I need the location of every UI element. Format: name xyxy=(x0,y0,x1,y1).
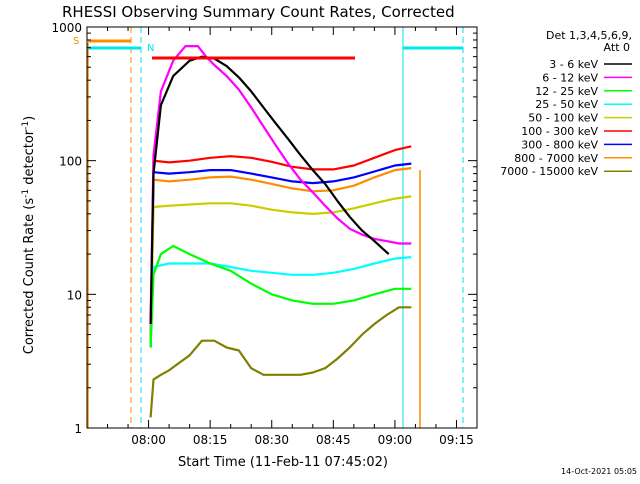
series-line-6 xyxy=(149,162,412,348)
timestamp: 14-Oct-2021 05:05 xyxy=(561,467,637,476)
series-line-2 xyxy=(149,244,412,348)
y-tick-label-2: 100 xyxy=(59,155,82,169)
event-bands xyxy=(87,27,464,428)
legend-label-3: 25 - 50 keV xyxy=(535,98,598,111)
legend-header-line-2: Att 0 xyxy=(604,41,630,54)
legend-header-line-1: Det 1,3,4,5,6,9, xyxy=(546,29,632,42)
x-tick-label-2: 08:30 xyxy=(254,433,289,447)
y-axis-label-sup1: -1 xyxy=(21,189,31,198)
legend-label-8: 7000 - 15000 keV xyxy=(500,165,598,178)
axes-group xyxy=(86,26,478,429)
x-tick-label-5: 09:15 xyxy=(439,433,474,447)
series-line-0 xyxy=(149,55,390,325)
x-axis-label: Start Time (11-Feb-11 07:45:02) xyxy=(178,455,388,470)
y-tick-label-3: 1000 xyxy=(51,21,82,35)
x-tick-label-1: 08:15 xyxy=(193,433,228,447)
series-group xyxy=(149,44,412,418)
legend-label-6: 300 - 800 keV xyxy=(521,138,598,151)
legend-label-5: 100 - 300 keV xyxy=(521,125,598,138)
y-axis-label-main: Corrected Count Rate (s xyxy=(22,198,37,355)
series-line-5 xyxy=(149,145,412,348)
x-tick-label-0: 08:00 xyxy=(131,433,166,447)
series-line-1 xyxy=(149,44,412,325)
y-tick-label-1: 10 xyxy=(67,288,82,302)
y-axis-label-end: ) xyxy=(22,116,37,121)
legend-label-4: 50 - 100 keV xyxy=(528,112,598,125)
chart-title: RHESSI Observing Summary Count Rates, Co… xyxy=(62,3,455,21)
annotation-n: N xyxy=(147,43,154,54)
legend-label-0: 3 - 6 keV xyxy=(549,58,598,71)
series-line-7 xyxy=(149,167,412,348)
y-tick-label-0: 1 xyxy=(74,422,82,436)
series-line-8 xyxy=(149,306,412,418)
annotation-s: S xyxy=(73,36,79,47)
y-axis-label: Corrected Count Rate (s-1 detector-1) xyxy=(21,116,37,354)
legend-label-7: 800 - 7000 keV xyxy=(514,152,598,165)
ticks-group: 08:00 08:15 08:30 08:45 09:00 09:15 1 10 100 1000 xyxy=(51,21,477,447)
y-axis-label-mid: detector xyxy=(22,129,37,189)
series-line-3 xyxy=(149,256,412,348)
plot-frame xyxy=(86,26,478,429)
x-tick-label-3: 08:45 xyxy=(316,433,351,447)
series-line-4 xyxy=(149,195,412,348)
y-axis-label-sup2: -1 xyxy=(21,121,31,130)
x-tick-label-4: 09:00 xyxy=(378,433,413,447)
event-bars xyxy=(88,39,463,60)
legend-label-1: 6 - 12 keV xyxy=(542,71,598,84)
legend-label-2: 12 - 25 keV xyxy=(535,85,598,98)
